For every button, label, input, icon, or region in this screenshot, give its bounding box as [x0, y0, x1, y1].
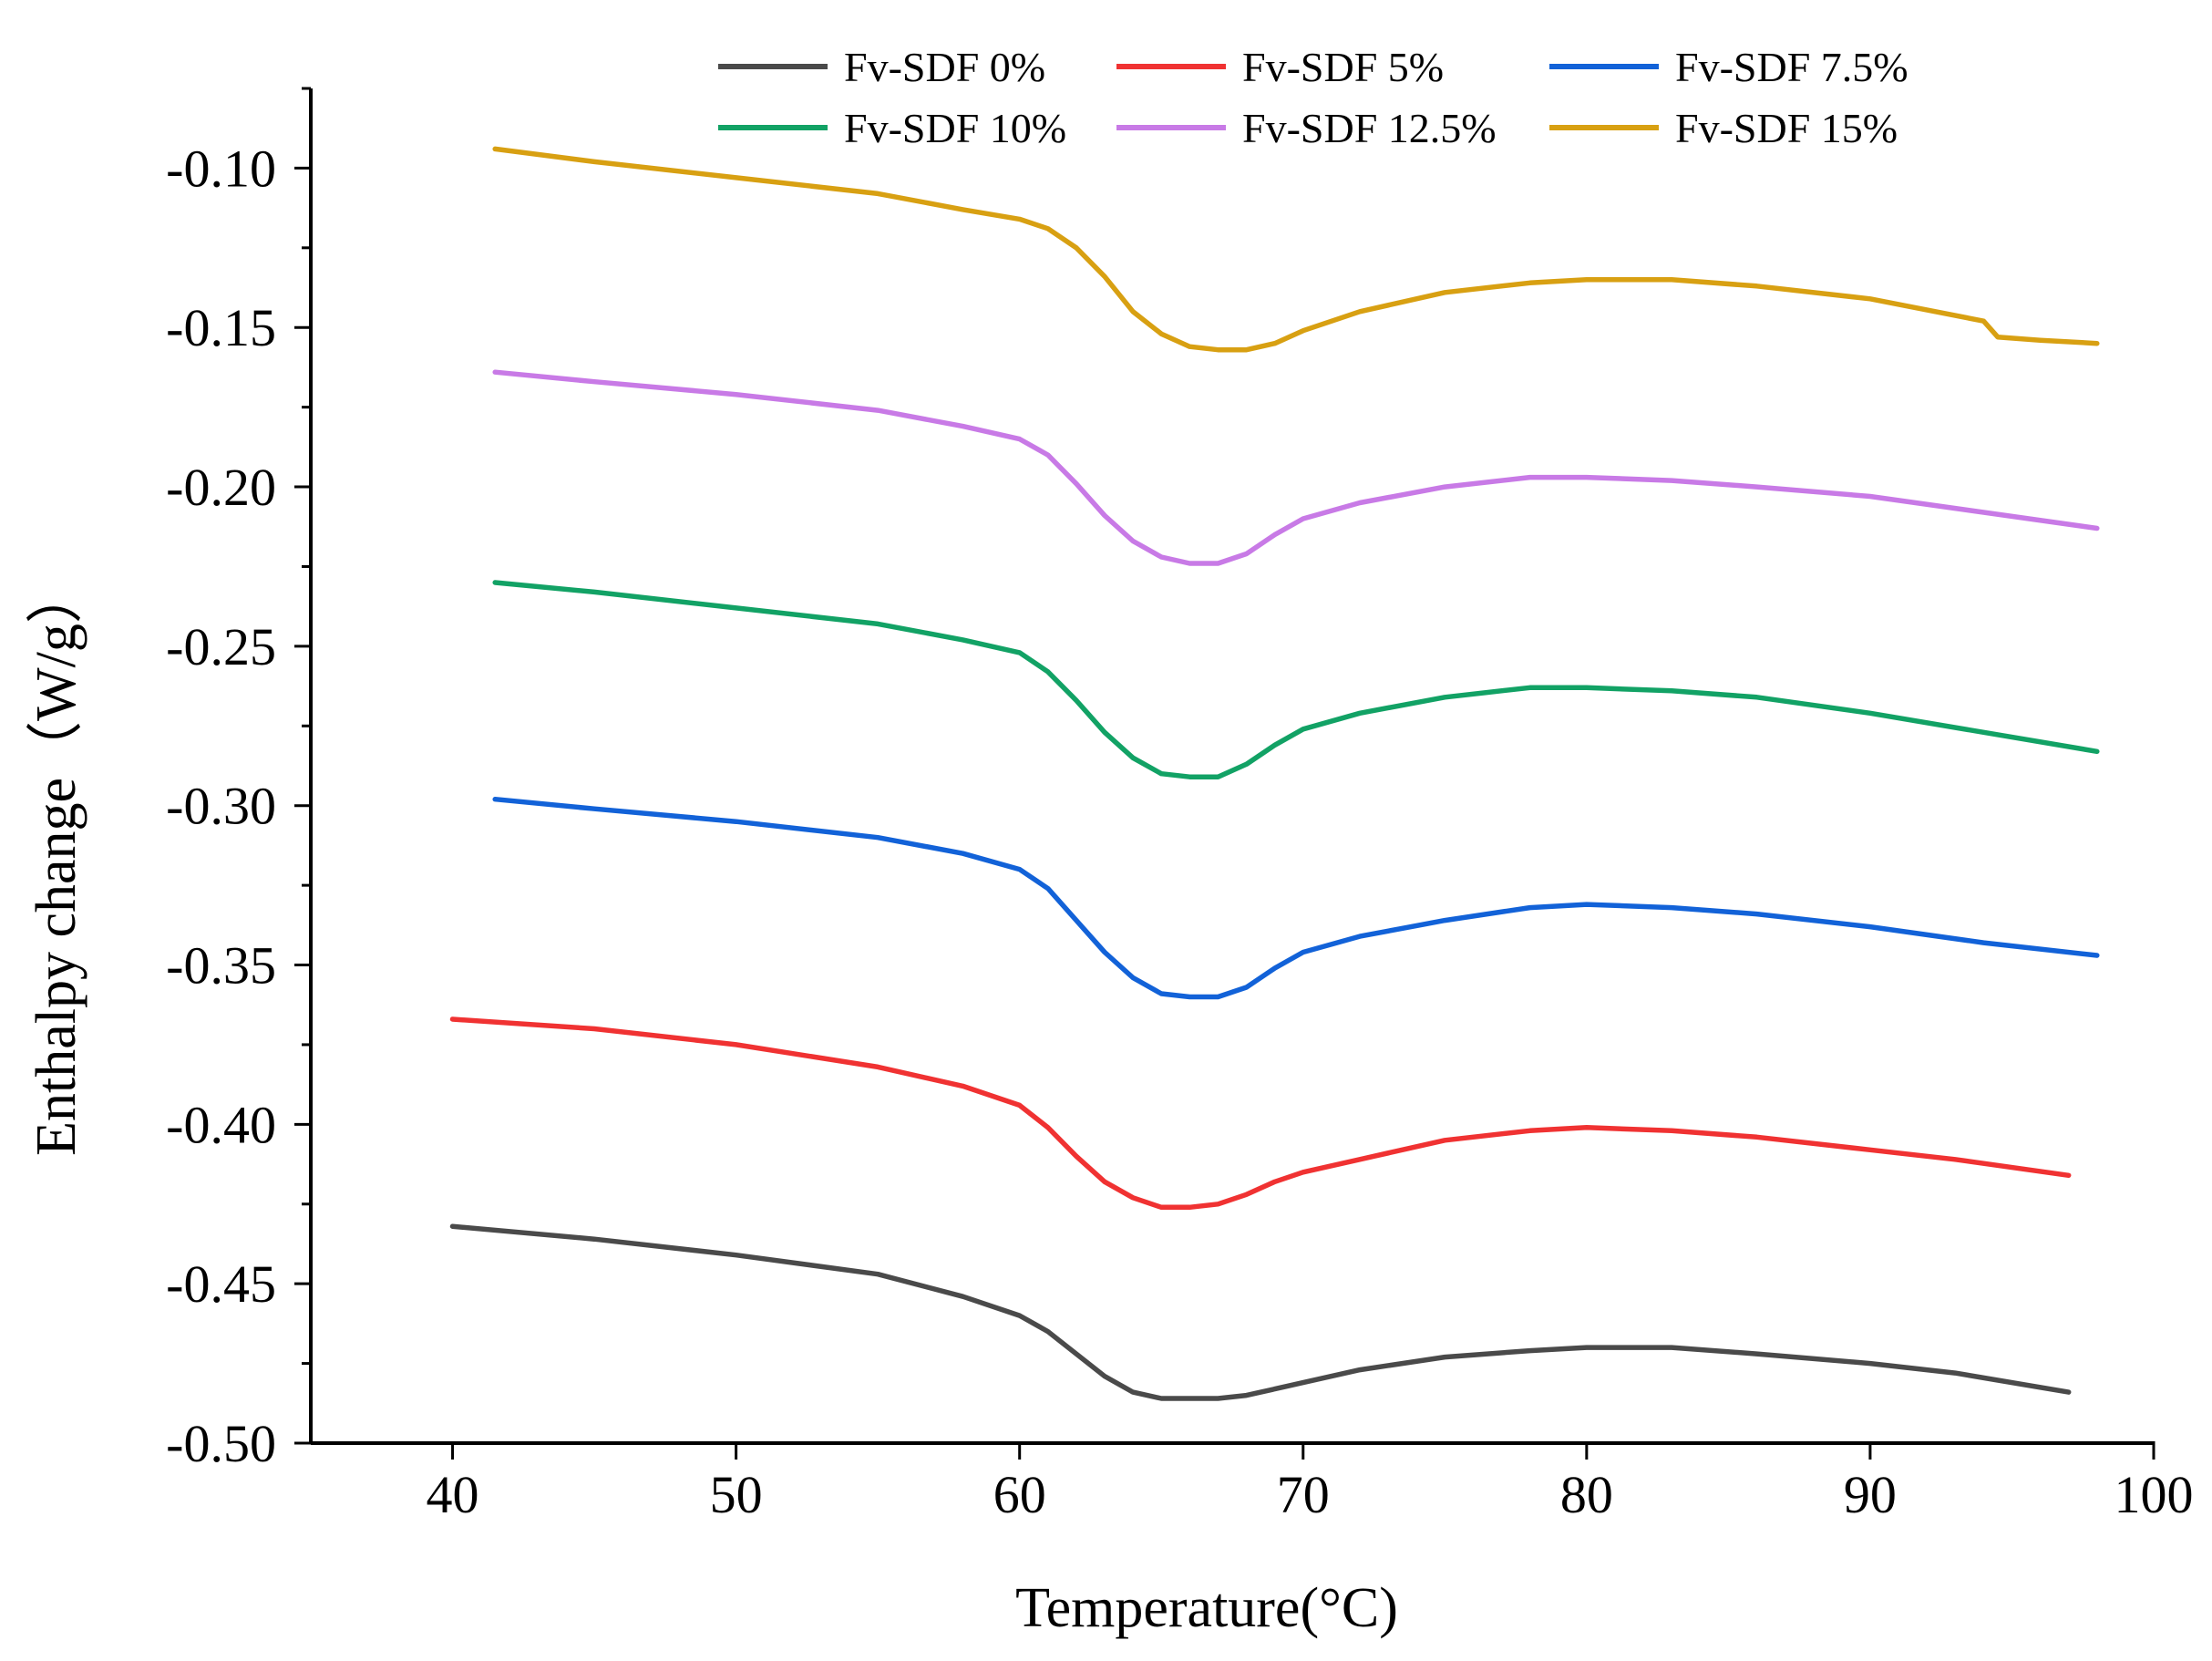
legend: Fv-SDF 0% Fv-SDF 5% Fv-SDF 7.5% Fv-SDF 10% F… [718, 44, 1908, 151]
x-tick-label: 100 [2114, 1465, 2194, 1524]
legend-label: Fv-SDF 7.5% [1675, 44, 1908, 90]
x-tick-label: 50 [710, 1465, 763, 1524]
y-tick-label: -0.30 [166, 777, 276, 836]
x-axis-title: Temperature(°C) [1015, 1577, 1398, 1639]
x-tick-label: 60 [993, 1465, 1046, 1524]
series-line [449, 1016, 2072, 1211]
y-tick-label: -0.50 [166, 1414, 276, 1473]
legend-label: Fv-SDF 15% [1675, 105, 1898, 151]
legend-label: Fv-SDF 0% [844, 44, 1045, 90]
x-tick-label: 90 [1844, 1465, 1897, 1524]
axes: 40 50 60 70 80 90 100 -0.50 -0.45 -0.40 -0.35 -0.30… [166, 87, 2194, 1524]
y-tick-label: -0.15 [166, 298, 276, 357]
legend-label: Fv-SDF 10% [844, 105, 1066, 151]
y-tick-label: -0.20 [166, 458, 276, 517]
y-tick-label: -0.45 [166, 1254, 276, 1314]
series-lines [449, 146, 2100, 1401]
y-tick-label: -0.40 [166, 1095, 276, 1154]
series-line [492, 369, 2100, 566]
legend-label: Fv-SDF 12.5% [1242, 105, 1497, 151]
series-line [492, 580, 2100, 779]
y-tick-label: -0.10 [166, 139, 276, 198]
x-tick-label: 70 [1277, 1465, 1330, 1524]
y-tick-label: -0.25 [166, 617, 276, 676]
y-axis-title: Enthalpy change（W/g） [26, 567, 87, 1156]
series-line [449, 1223, 2072, 1401]
y-tick-label: -0.35 [166, 936, 276, 996]
x-tick-label: 80 [1560, 1465, 1613, 1524]
x-tick-label: 40 [427, 1465, 479, 1524]
series-line [492, 796, 2100, 1000]
series-line [492, 146, 2100, 353]
legend-label: Fv-SDF 5% [1242, 44, 1444, 90]
